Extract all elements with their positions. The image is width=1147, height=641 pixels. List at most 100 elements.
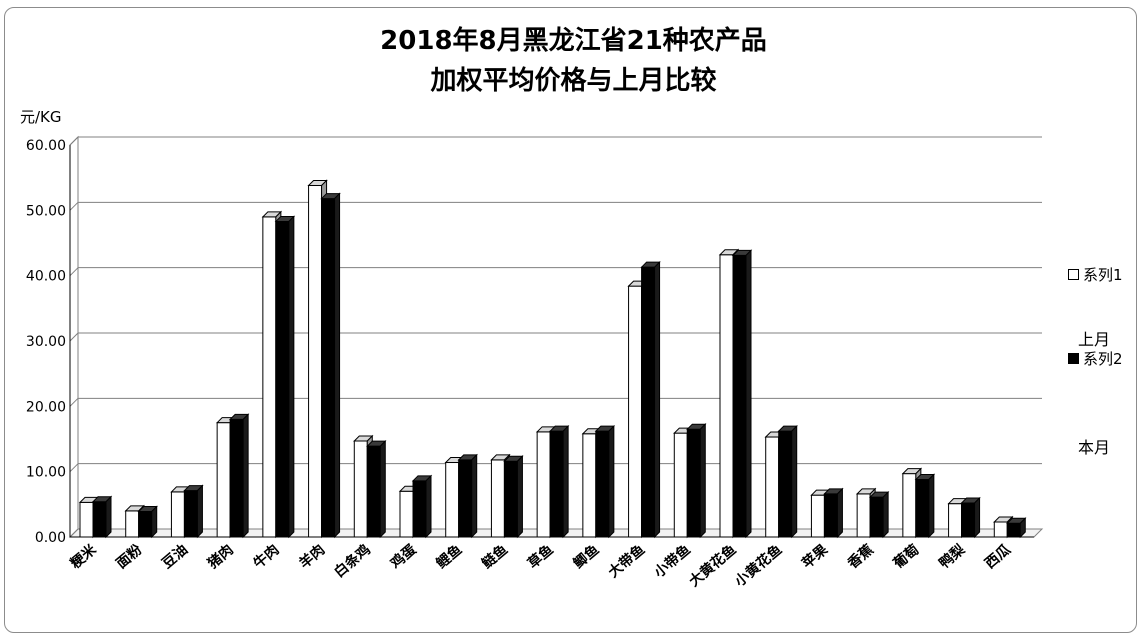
legend-swatch-white [1068,269,1079,280]
x-tick-label: 鸭梨 [936,540,969,572]
bar-series1 [719,254,734,538]
bar-series2 [92,501,107,538]
y-tick-label: 10.00 [26,465,66,481]
bar-series1 [948,503,963,538]
bar-side-face [974,496,981,539]
bar-series1 [628,285,643,538]
bar-side-face [928,473,935,539]
x-tick-label: 鸡蛋 [386,541,419,573]
y-tick-label: 40.00 [26,269,66,285]
x-tick-label: 粳米 [66,540,100,572]
bar-series2 [366,445,381,538]
x-tick-label: 小带鱼 [651,541,694,581]
y-tick-label: 50.00 [26,203,66,219]
bar-side-face [425,474,432,539]
bar-series1 [399,490,414,538]
bar-side-face [608,424,615,539]
x-tick-label: 小黄花鱼 [731,541,785,590]
bar-series1 [582,433,597,538]
bar-series2 [823,493,838,538]
bar-series2 [138,511,153,538]
bar-series2 [915,479,930,538]
bar-series1 [216,422,231,538]
y-tick-label: 30.00 [26,334,66,350]
chart-title-line2: 加权平均价格与上月比较 [430,66,717,96]
bar-series1 [993,521,1008,538]
legend-item-series1: 系列1 [1068,264,1123,285]
x-tick-label: 牛肉 [250,541,282,572]
y-tick-label: 20.00 [26,399,66,415]
bar-series2 [275,220,290,538]
legend-note-this-month: 本月 [1078,438,1111,457]
bar-side-face [379,439,386,539]
bar-side-face [334,192,341,539]
bar-side-face [516,455,523,539]
gridline-side [69,528,79,538]
gridline-side [69,267,79,277]
x-tick-label: 大带鱼 [605,541,648,581]
bar-side-face [288,215,295,539]
bar-side-face [1019,517,1026,539]
chart-title-line1: 2018年8月黑龙江省21种农产品 [380,26,767,56]
bar-series1 [353,440,368,538]
x-tick-label: 羊肉 [296,541,328,572]
bar-side-face [745,249,752,539]
x-tick-label: 鲤鱼 [432,541,465,573]
bar-series1 [673,432,688,538]
bar-side-face [242,413,249,539]
gridline-side [69,332,79,342]
bar-series2 [321,198,336,538]
x-tick-label: 葡萄 [889,541,922,573]
bar-series2 [595,430,610,538]
x-tick-label: 面粉 [113,541,145,572]
x-tick-label: 猪肉 [204,541,237,573]
bar-side-face [471,453,478,539]
bar-series2 [686,428,701,538]
bar-series2 [1006,522,1021,538]
bar-series1 [125,510,140,538]
legend-item-series2: 系列2 [1068,348,1123,369]
bar-series1 [490,459,505,538]
bar-series2 [961,502,976,538]
legend-swatch-black [1068,353,1079,364]
bar-side-face [196,484,203,539]
bar-side-face [105,495,112,539]
gridline-side [69,201,79,211]
gridline-side [69,463,79,473]
legend-label-series1: 系列1 [1083,266,1123,284]
gridline-side [69,136,79,146]
y-tick-label: 0.00 [35,530,66,546]
x-tick-label: 白条鸡 [331,541,374,581]
bar-side-face [699,422,706,539]
bar-series1 [79,501,94,538]
bar-series2 [869,496,884,538]
gridline-side [69,397,79,407]
bar-side-face [836,487,843,539]
x-tick-label: 苹果 [799,540,832,572]
bar-side-face [654,260,661,539]
bar-side-face [882,490,889,539]
bar-series2 [549,430,564,538]
y-axis-unit-label: 元/KG [20,108,62,126]
x-tick-label: 香蕉 [844,541,877,573]
bar-side-face [562,424,569,539]
x-tick-label: 鲫鱼 [570,541,602,572]
bar-series1 [765,436,780,538]
bar-series1 [856,493,871,538]
bar-series1 [810,494,825,538]
bar-series1 [308,185,323,538]
bar-side-face [791,424,798,539]
bar-series1 [902,473,917,538]
x-tick-label: 鲢鱼 [479,541,511,572]
bar-series1 [445,462,460,538]
bar-series2 [229,418,244,538]
bar-series2 [183,490,198,538]
bar-series2 [778,430,793,538]
bar-series2 [503,460,518,538]
x-tick-label: 豆油 [159,541,191,572]
bar-series2 [412,480,427,538]
bar-series2 [458,459,473,538]
legend-label-series2: 系列2 [1083,350,1123,368]
y-tick-label: 60.00 [26,138,66,154]
